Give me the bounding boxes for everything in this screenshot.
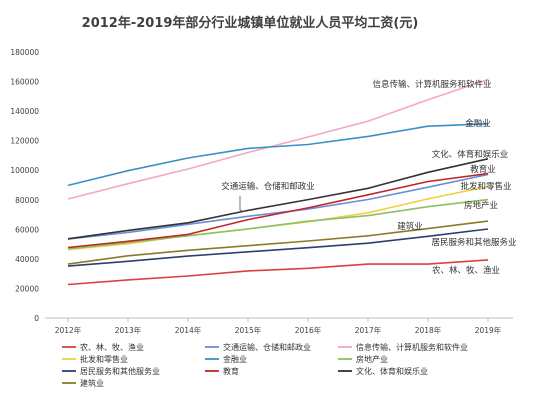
legend-label: 农、林、牧、渔业	[80, 342, 144, 352]
series-line-4	[67, 123, 489, 187]
axes: 0 20000 40000 60000 80000 100000 120000 140000 1…	[10, 48, 513, 335]
annotation-leader	[239, 196, 245, 213]
legend-label: 交通运输、仓储和邮政业	[223, 342, 311, 352]
annotation-label: 批发和零售业	[460, 181, 511, 192]
y-tick-label: 100000	[10, 166, 39, 175]
annotation-label: 居民服务和其他服务业	[431, 237, 516, 248]
y-tick-label: 60000	[15, 225, 39, 234]
legend-label: 金融业	[223, 354, 247, 364]
series-line-8	[67, 158, 489, 240]
x-tick-label: 2019年	[475, 325, 502, 335]
x-tick-label: 2017年	[355, 325, 382, 335]
series-line-9	[67, 220, 489, 265]
legend-label: 信息传输、计算机服务和软件业	[356, 342, 468, 352]
annotation-label: 交通运输、仓储和邮政业	[221, 181, 315, 192]
y-tick-label: 160000	[10, 78, 39, 87]
series-line-0	[67, 259, 489, 286]
x-tick-label: 2014年	[175, 325, 202, 335]
legend-label: 文化、体育和娱乐业	[356, 366, 428, 376]
annotation-label: 农、林、牧、渔业	[432, 265, 500, 276]
y-tick-label: 20000	[15, 284, 39, 293]
y-tick-label: 180000	[10, 48, 39, 57]
x-tick-label: 2013年	[115, 325, 142, 335]
series-line-6	[67, 228, 489, 267]
y-tick-label: 80000	[15, 196, 39, 205]
x-tick-label: 2012年	[55, 325, 82, 335]
series-lines	[67, 78, 489, 286]
annotation-label: 建筑业	[397, 221, 423, 232]
series-line-3	[67, 185, 489, 251]
legend-label: 房地产业	[356, 354, 388, 364]
x-tick-label: 2016年	[295, 325, 322, 335]
legend-label: 建筑业	[80, 378, 104, 388]
annotation-label: 金融业	[465, 118, 491, 129]
annotation-label: 房地产业	[464, 200, 498, 211]
annotation-label: 信息传输、计算机服务和软件业	[372, 79, 491, 90]
series-line-7	[67, 172, 489, 249]
series-line-2	[67, 78, 489, 200]
y-tick-label: 40000	[15, 255, 39, 264]
y-tick-label: 140000	[10, 107, 39, 116]
x-tick-label: 2015年	[235, 325, 262, 335]
annotation-label: 教育业	[470, 164, 496, 175]
legend-label: 批发和零售业	[80, 354, 128, 364]
x-tick-label: 2018年	[415, 325, 442, 335]
annotation-label: 文化、体育和娱乐业	[432, 149, 509, 160]
series-line-5	[67, 198, 489, 250]
y-tick-label: 0	[34, 314, 39, 323]
chart-title: 2012年-2019年部分行业城镇单位就业人员平均工资(元)	[82, 15, 419, 31]
y-tick-label: 120000	[10, 137, 39, 146]
legend-label: 居民服务和其他服务业	[80, 366, 160, 376]
legend-label: 教育	[223, 366, 239, 376]
series-line-1	[67, 173, 489, 240]
